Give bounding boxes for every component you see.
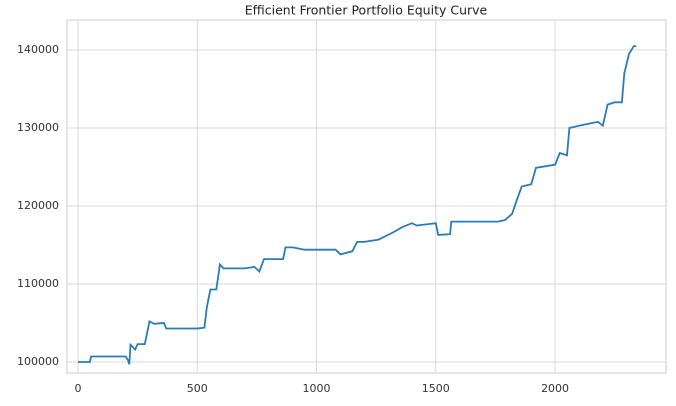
x-tick-label: 0 bbox=[74, 382, 81, 395]
y-tick-label: 130000 bbox=[17, 121, 59, 134]
chart-title: Efficient Frontier Portfolio Equity Curv… bbox=[245, 3, 488, 18]
y-tick-label: 100000 bbox=[17, 355, 59, 368]
x-tick-label: 1000 bbox=[303, 382, 331, 395]
y-tick-label: 120000 bbox=[17, 199, 59, 212]
x-tick-label: 500 bbox=[187, 382, 208, 395]
y-tick-label: 110000 bbox=[17, 277, 59, 290]
y-tick-label: 140000 bbox=[17, 43, 59, 56]
x-tick-label: 1500 bbox=[422, 382, 450, 395]
equity-line bbox=[78, 45, 637, 365]
plot-frame bbox=[66, 19, 667, 374]
x-tick-label: 2000 bbox=[541, 382, 569, 395]
